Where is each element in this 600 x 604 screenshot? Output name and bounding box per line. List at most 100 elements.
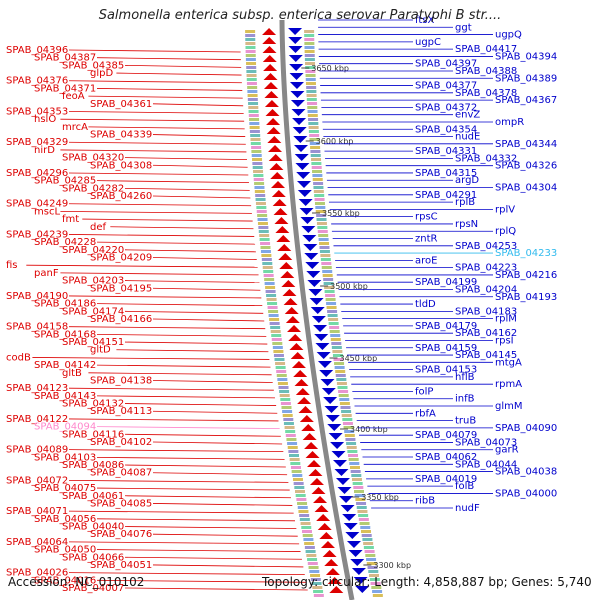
feature-block xyxy=(289,454,300,457)
feature-block xyxy=(282,410,293,413)
feature-block xyxy=(247,98,258,101)
feature-block xyxy=(291,470,302,473)
left-gene-label: SPAB_04285 xyxy=(34,176,96,187)
forward-gene-arrow xyxy=(294,379,309,386)
feature-block xyxy=(299,514,310,517)
right-gene-label: SPAB_04389 xyxy=(495,73,557,84)
right-gene-label: ugpQ xyxy=(495,30,522,41)
feature-block xyxy=(273,354,284,357)
left-gene-label: SPAB_04158 xyxy=(6,322,68,333)
left-leader-line xyxy=(116,349,269,353)
feature-block xyxy=(304,46,315,49)
forward-gene-arrow xyxy=(301,424,316,431)
reverse-gene-arrow xyxy=(289,64,304,71)
feature-block xyxy=(268,310,279,313)
feature-block xyxy=(313,186,324,189)
left-gene-label: SPAB_04072 xyxy=(6,475,68,486)
right-gene-label: rplM xyxy=(495,314,517,325)
forward-gene-arrow xyxy=(289,343,304,350)
left-gene-label: SPAB_04376 xyxy=(6,76,68,87)
feature-block xyxy=(319,246,330,249)
feature-block xyxy=(314,202,325,205)
left-gene-label: SPAB_04168 xyxy=(34,329,96,340)
feature-block xyxy=(341,410,352,413)
feature-block xyxy=(322,270,333,273)
feature-block xyxy=(288,450,299,453)
left-leader-line xyxy=(124,587,308,591)
reverse-gene-arrow xyxy=(293,136,308,143)
feature-block xyxy=(316,222,327,225)
left-leader-line xyxy=(116,72,242,76)
feature-block xyxy=(349,466,360,469)
feature-block xyxy=(307,102,318,105)
forward-gene-arrow xyxy=(262,28,277,35)
forward-gene-arrow xyxy=(319,532,334,539)
right-gene-label: mtgA xyxy=(495,357,522,368)
right-gene-label: SPAB_04388 xyxy=(455,66,517,77)
left-gene-label: SPAB_04132 xyxy=(62,399,124,410)
feature-block xyxy=(362,538,373,541)
reverse-gene-arrow xyxy=(306,271,321,278)
kbp-tick-label: 3450 kbp xyxy=(340,354,378,363)
reverse-gene-arrow xyxy=(303,244,318,251)
left-leader-line xyxy=(68,480,289,483)
feature-block xyxy=(287,446,298,449)
feature-block xyxy=(306,98,317,101)
left-leader-line xyxy=(152,103,244,107)
right-gene-label: SPAB_04291 xyxy=(415,190,477,201)
right-gene-label: SPAB_04394 xyxy=(495,51,557,62)
right-gene-label: ompR xyxy=(495,117,524,128)
feature-block xyxy=(368,570,379,573)
right-gene-label: aroE xyxy=(415,255,437,266)
feature-block xyxy=(304,58,315,61)
feature-block xyxy=(314,198,325,201)
left-leader-line xyxy=(96,57,241,61)
reverse-gene-arrow xyxy=(350,559,365,566)
forward-gene-arrow xyxy=(282,289,297,296)
kbp-tick-label: 3550 kbp xyxy=(322,209,360,218)
reverse-gene-arrow xyxy=(334,469,349,476)
right-gene-label: SPAB_04193 xyxy=(495,292,557,303)
backbone-arc xyxy=(279,19,355,601)
feature-block xyxy=(245,42,256,45)
feature-block xyxy=(245,50,256,53)
feature-block xyxy=(248,106,259,109)
feature-block xyxy=(312,586,323,589)
feature-block xyxy=(307,558,318,561)
left-leader-line xyxy=(152,164,248,168)
reverse-gene-arrow xyxy=(320,379,335,386)
left-leader-line xyxy=(124,403,277,406)
feature-block xyxy=(250,142,261,145)
left-leader-line xyxy=(152,318,265,322)
reverse-gene-arrow xyxy=(309,298,324,305)
left-gene-label: fmt xyxy=(62,214,79,225)
reverse-gene-arrow xyxy=(298,199,313,206)
feature-block xyxy=(282,414,293,417)
feature-block xyxy=(308,126,319,129)
left-gene-label: SPAB_04016 xyxy=(34,575,96,586)
feature-block xyxy=(311,166,322,169)
feature-block xyxy=(361,534,372,537)
left-gene-label: SPAB_04007 xyxy=(62,583,124,594)
feature-block xyxy=(304,30,315,33)
feature-block xyxy=(264,278,275,281)
feature-block xyxy=(304,38,315,41)
feature-block xyxy=(277,378,288,381)
forward-gene-arrow xyxy=(297,397,312,404)
reverse-gene-arrow xyxy=(294,154,309,161)
feature-block xyxy=(260,242,271,245)
left-leader-line xyxy=(124,433,281,437)
forward-gene-arrow xyxy=(305,451,320,458)
left-leader-line xyxy=(96,333,267,337)
right-gene-label: SPAB_04153 xyxy=(415,365,477,376)
right-gene-label: garR xyxy=(495,445,519,456)
feature-block xyxy=(285,434,296,437)
feature-block xyxy=(346,446,357,449)
right-gene-label: SPAB_04038 xyxy=(495,467,557,478)
feature-block xyxy=(338,394,349,397)
feature-block xyxy=(325,294,336,297)
kbp-tick-label: 3300 kbp xyxy=(373,561,411,570)
feature-block xyxy=(324,290,335,293)
left-leader-line xyxy=(96,241,256,245)
